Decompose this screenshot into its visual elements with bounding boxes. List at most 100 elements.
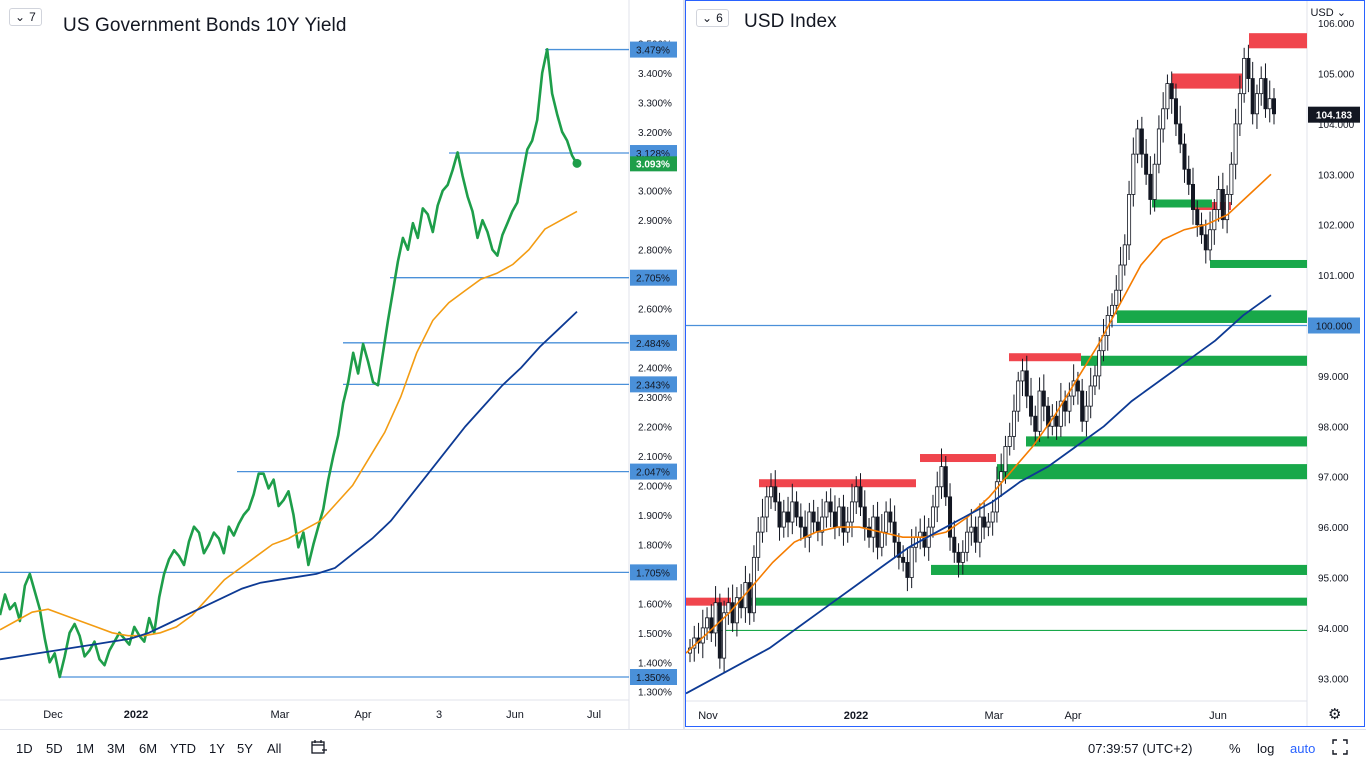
chart-title: US Government Bonds 10Y Yield	[63, 15, 347, 36]
candle-body	[764, 496, 769, 518]
x-tick-label: Apr	[1064, 710, 1081, 722]
currency-select[interactable]: USD ⌄	[1310, 6, 1346, 19]
resistance-zone	[1172, 73, 1242, 89]
candle-body	[1178, 123, 1183, 145]
candle-body	[1263, 78, 1268, 110]
candle-body	[871, 516, 876, 538]
candle-body	[982, 516, 987, 528]
candle-body	[1029, 395, 1034, 417]
candle-body	[939, 466, 944, 488]
pane-collapse-button[interactable]: ⌄ 6	[696, 9, 729, 27]
percent-scale-toggle[interactable]: %	[1229, 741, 1241, 756]
candle-body	[943, 466, 948, 498]
candle-body	[730, 602, 735, 624]
panel-divider[interactable]	[683, 0, 685, 729]
yield-chart-panel[interactable]: 1.300%1.400%1.500%1.600%1.700%1.800%1.90…	[0, 0, 683, 729]
candle-body	[879, 531, 884, 548]
chart-title: USD Index	[744, 11, 837, 32]
moving-average-slow	[686, 294, 1272, 695]
candle-body	[1169, 83, 1174, 100]
candle-body	[1092, 375, 1097, 387]
candle-body	[1037, 390, 1042, 432]
pane-count: 7	[29, 10, 36, 24]
y-tick-label: 101.000	[1318, 271, 1355, 282]
level-price-label: 3.128%	[636, 149, 670, 160]
currency-label: USD	[1310, 7, 1334, 19]
level-price-tag	[630, 376, 677, 393]
bottom-toolbar: 1D 5D 1M 3M 6M YTD 1Y 5Y All 07:39:57 (U…	[0, 729, 1366, 768]
candle-body	[1173, 98, 1178, 125]
level-price-label: 1.350%	[636, 673, 670, 684]
x-tick-label: 3	[436, 709, 442, 721]
candle-body	[1135, 128, 1140, 155]
candle-body	[794, 501, 799, 518]
range-1m-button[interactable]: 1M	[76, 741, 95, 756]
candle-body	[977, 516, 982, 543]
candle-body	[973, 526, 978, 543]
candle-body	[726, 602, 731, 614]
auto-scale-toggle[interactable]: auto	[1290, 741, 1316, 756]
range-5y-button[interactable]: 5Y	[237, 741, 253, 756]
level-price-tag	[630, 564, 677, 581]
support-zone	[1152, 199, 1212, 208]
yield-price-line	[0, 47, 579, 679]
range-all-button[interactable]: All	[267, 741, 282, 756]
candle-body	[896, 541, 901, 558]
last-price-label: 104.183	[1316, 111, 1353, 122]
log-scale-toggle[interactable]: log	[1257, 741, 1275, 756]
candle-body	[999, 471, 1004, 483]
candle-body	[1041, 390, 1046, 407]
candle-body	[1063, 400, 1068, 412]
y-tick-label: 3.200%	[638, 128, 672, 139]
level-price-label: 100.000	[1316, 322, 1353, 333]
candle-body	[1242, 57, 1247, 95]
candle-body	[841, 506, 846, 533]
candle-body	[1122, 244, 1127, 266]
range-1d-button[interactable]: 1D	[16, 741, 33, 756]
candle-body	[773, 486, 778, 503]
candle-body	[1191, 183, 1196, 210]
fullscreen-icon[interactable]	[1332, 739, 1348, 758]
y-tick-label: 1.300%	[638, 688, 672, 699]
date-range-icon[interactable]	[310, 739, 328, 758]
yield-chart[interactable]: 1.300%1.400%1.500%1.600%1.700%1.800%1.90…	[0, 0, 683, 729]
candle-body	[709, 617, 714, 634]
level-price-label: 2.047%	[636, 468, 670, 479]
candle-body	[858, 486, 863, 508]
candle-body	[828, 501, 833, 513]
range-3m-button[interactable]: 3M	[107, 741, 126, 756]
candle-body	[1097, 350, 1102, 377]
candle-body	[1229, 163, 1234, 195]
usd-index-chart[interactable]: 93.000 94.000 95.000 96.000 97.000 98.000 99.0…	[686, 1, 1364, 726]
support-zone	[1117, 310, 1307, 323]
candle-body	[948, 496, 953, 538]
level-price-label: 2.484%	[636, 339, 670, 350]
candle-body	[1020, 370, 1025, 382]
settings-gear-icon[interactable]: ⚙	[1328, 706, 1342, 723]
range-1y-button[interactable]: 1Y	[209, 741, 225, 756]
usd-index-panel[interactable]: 93.000 94.000 95.000 96.000 97.000 98.000 99.0…	[685, 0, 1365, 727]
x-tick-label: Jun	[506, 709, 524, 721]
candle-body	[1148, 173, 1153, 200]
candle-body	[901, 556, 906, 563]
clock-time[interactable]: 07:39:57 (UTC+2)	[1088, 741, 1193, 756]
last-price-label: 3.093%	[636, 159, 670, 170]
pane-collapse-button[interactable]: ⌄ 7	[9, 8, 42, 26]
x-tick-label: Mar	[985, 710, 1004, 722]
y-tick-label: 95.000	[1318, 574, 1349, 585]
range-6m-button[interactable]: 6M	[139, 741, 158, 756]
candle-body	[705, 617, 710, 629]
x-tick-label: Mar	[271, 709, 290, 721]
candle-body	[990, 511, 995, 523]
range-ytd-button[interactable]: YTD	[170, 741, 196, 756]
candle-body	[803, 526, 808, 538]
candle-body	[1237, 93, 1242, 125]
candle-body	[1114, 289, 1119, 306]
candle-body	[986, 521, 991, 528]
support-zone	[997, 464, 1307, 480]
range-5d-button[interactable]: 5D	[46, 741, 63, 756]
candle-body	[909, 546, 914, 578]
last-price-tag	[630, 156, 677, 172]
y-tick-label: 2.300%	[638, 393, 672, 404]
candle-body	[862, 506, 867, 528]
